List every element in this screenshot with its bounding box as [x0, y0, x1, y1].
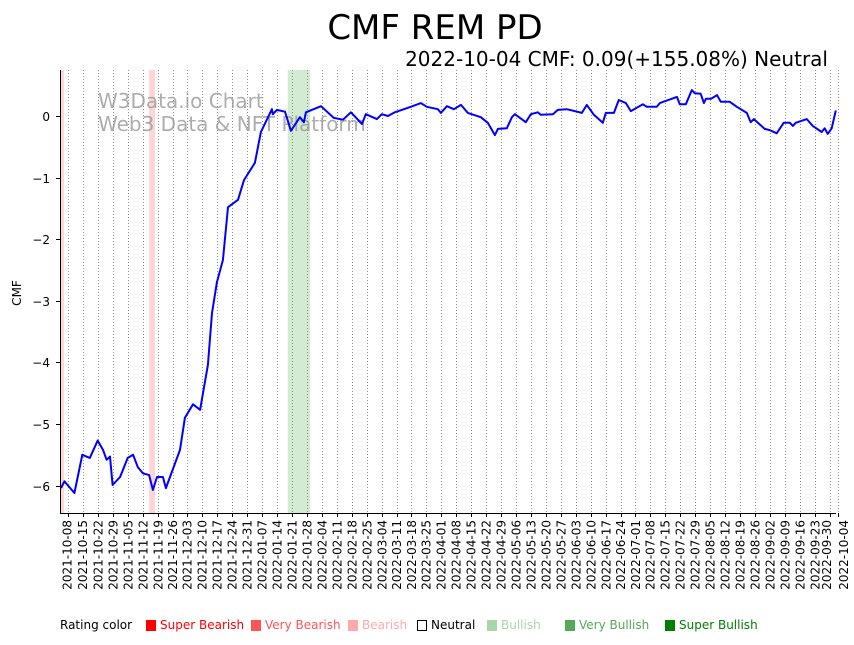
watermark-line-2: Web3 Data & NFT Platform — [98, 112, 366, 136]
x-tick-label: 2021-11-05 — [121, 520, 135, 590]
legend-item-bullish: Bullish — [487, 618, 541, 632]
x-tick-label: 2022-06-10 — [585, 520, 599, 590]
x-tick-label: 2022-08-19 — [734, 520, 748, 590]
x-tick-label: 2022-09-02 — [764, 520, 778, 590]
legend: Rating color Super Bearish Very Bearish Be… — [60, 618, 758, 632]
legend-swatch — [348, 620, 358, 631]
x-tick-label: 2022-08-05 — [704, 520, 718, 590]
y-tick-label: −6 — [32, 480, 50, 494]
legend-item-very-bearish: Very Bearish — [251, 618, 341, 632]
x-tick-label: 2022-06-17 — [600, 520, 614, 590]
legend-label: Neutral — [431, 618, 475, 632]
y-tick-label: −2 — [32, 233, 50, 247]
x-grid — [68, 70, 839, 513]
x-tick-label: 2021-10-29 — [106, 520, 120, 590]
x-tick-label: 2021-12-24 — [226, 520, 240, 590]
x-tick-label: 2021-11-19 — [151, 520, 165, 590]
x-tick-label: 2022-02-18 — [346, 520, 360, 590]
legend-swatch — [251, 620, 261, 631]
x-tick-label: 2022-04-15 — [465, 520, 479, 590]
x-tick-label: 2022-04-22 — [480, 520, 494, 590]
x-tick-label: 2022-04-01 — [435, 520, 449, 590]
rating-bands — [60, 70, 310, 513]
x-tick-label: 2022-05-27 — [555, 520, 569, 590]
x-tick-label: 2022-04-29 — [495, 520, 509, 590]
x-tick-label: 2022-05-06 — [510, 520, 524, 590]
series-line-cmf — [60, 89, 837, 494]
legend-swatch — [487, 620, 497, 631]
x-tick-label: 2022-05-20 — [540, 520, 554, 590]
y-tick-label: −1 — [32, 172, 50, 186]
chart-subtitle: 2022-10-04 CMF: 0.09(+155.08%) Neutral — [405, 47, 828, 71]
x-tick-label: 2021-12-10 — [196, 520, 210, 590]
y-tick-label: −3 — [32, 295, 50, 309]
x-tick-label: 2022-07-22 — [674, 520, 688, 590]
x-tick-label: 2021-12-17 — [211, 520, 225, 590]
series-layer — [60, 89, 837, 494]
x-tick-label: 2021-10-15 — [76, 520, 90, 590]
x-tick-label: 2022-09-23 — [809, 520, 823, 590]
y-tick-label: 0 — [42, 110, 50, 124]
x-tick-label: 2022-06-24 — [614, 520, 628, 590]
x-tick-label: 2022-09-16 — [794, 520, 808, 590]
x-tick-label: 2022-06-03 — [570, 520, 584, 590]
y-ticks: 0 −1 −2 −3 −4 −5 −6 — [32, 110, 60, 494]
x-tick-label: 2022-10-04 — [837, 520, 851, 590]
legend-swatch — [146, 620, 156, 631]
x-ticks: 2021-10-08 2021-10-15 2021-10-22 2021-10-29… — [61, 513, 851, 590]
x-tick-label: 2022-08-26 — [749, 520, 763, 590]
legend-label: Bearish — [362, 618, 407, 632]
legend-swatch — [565, 620, 575, 631]
legend-item-neutral: Neutral — [417, 618, 475, 632]
legend-swatch — [417, 620, 427, 631]
legend-title: Rating color — [60, 618, 132, 632]
legend-item-super-bearish: Super Bearish — [146, 618, 244, 632]
x-tick-label: 2022-02-11 — [331, 520, 345, 590]
x-tick-label: 2021-11-12 — [136, 520, 150, 590]
x-tick-label: 2022-07-08 — [644, 520, 658, 590]
x-tick-label: 2022-02-25 — [361, 520, 375, 590]
x-tick-label: 2022-07-29 — [689, 520, 703, 590]
legend-label: Very Bearish — [265, 618, 341, 632]
legend-item-super-bullish: Super Bullish — [665, 618, 758, 632]
legend-label: Very Bullish — [579, 618, 649, 632]
legend-swatch — [665, 620, 675, 631]
y-tick-label: −4 — [32, 356, 50, 370]
watermark-line-1: W3Data.io Chart — [98, 89, 264, 113]
x-tick-label: 2021-12-31 — [241, 520, 255, 590]
x-tick-label: 2022-01-21 — [286, 520, 300, 590]
y-axis-label: CMF — [10, 280, 24, 306]
chart-title: CMF REM PD — [327, 8, 542, 48]
x-tick-label: 2022-03-18 — [405, 520, 419, 590]
x-tick-label: 2022-05-13 — [525, 520, 539, 590]
x-tick-label: 2022-01-28 — [301, 520, 315, 590]
x-tick-label: 2022-01-14 — [271, 520, 285, 590]
x-tick-label: 2022-07-15 — [659, 520, 673, 590]
legend-item-bearish: Bearish — [348, 618, 407, 632]
band-very-bearish — [149, 70, 156, 513]
x-tick-label: 2022-08-12 — [719, 520, 733, 590]
x-tick-label: 2022-09-09 — [779, 520, 793, 590]
legend-item-very-bullish: Very Bullish — [565, 618, 649, 632]
x-tick-label: 2021-10-08 — [61, 520, 75, 590]
band-very-bearish — [60, 70, 64, 513]
legend-label: Bullish — [501, 618, 541, 632]
x-tick-label: 2022-03-25 — [420, 520, 434, 590]
x-tick-label: 2022-03-11 — [390, 520, 404, 590]
band-very-bullish — [287, 70, 310, 513]
x-tick-label: 2021-12-03 — [181, 520, 195, 590]
x-tick-label: 2022-09-30 — [820, 520, 834, 590]
x-tick-label: 2022-07-01 — [629, 520, 643, 590]
y-tick-label: −5 — [32, 418, 50, 432]
x-tick-label: 2021-11-26 — [166, 520, 180, 590]
legend-label: Super Bearish — [160, 618, 244, 632]
legend-label: Super Bullish — [679, 618, 758, 632]
x-tick-label: 2022-04-08 — [450, 520, 464, 590]
x-tick-label: 2022-01-07 — [256, 520, 270, 590]
x-tick-label: 2022-03-04 — [376, 520, 390, 590]
x-tick-label: 2022-02-04 — [316, 520, 330, 590]
x-tick-label: 2021-10-22 — [91, 520, 105, 590]
